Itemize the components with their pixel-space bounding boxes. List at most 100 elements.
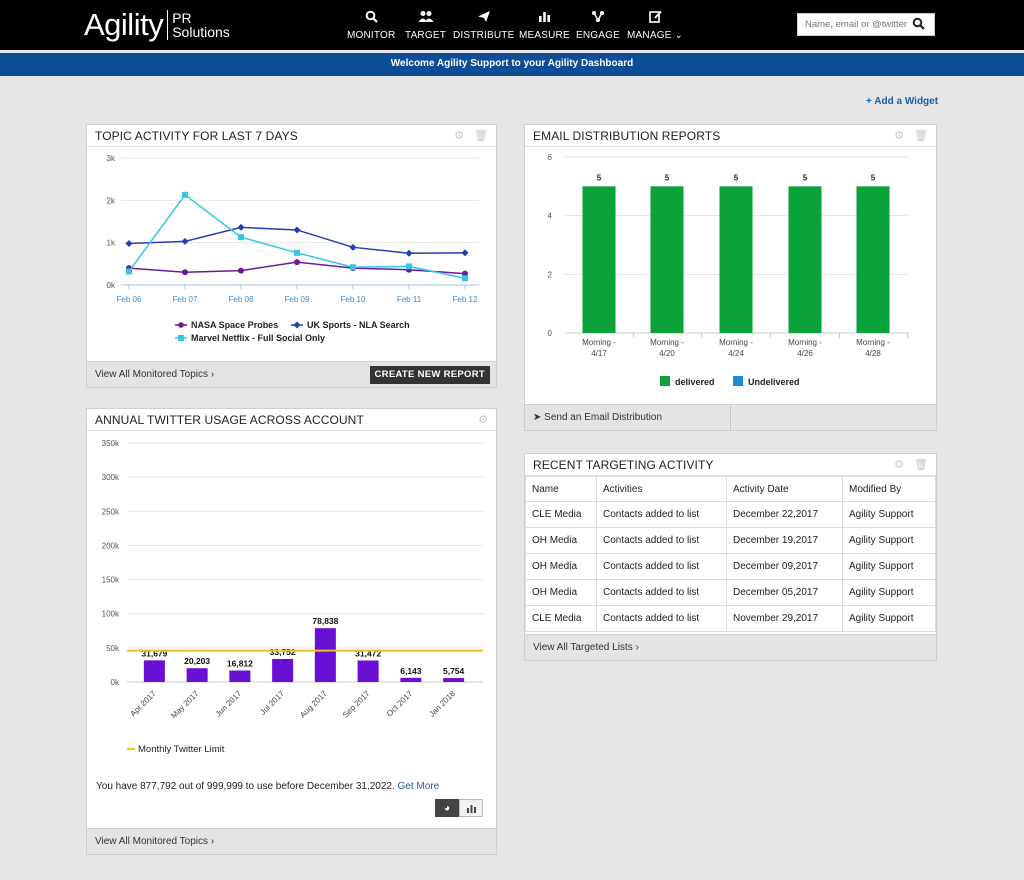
y-tick-label: 0	[548, 329, 553, 338]
cell-name: OH Media	[525, 553, 597, 580]
nav-measure[interactable]: MEASURE	[519, 10, 570, 41]
view-targeted-lists-link[interactable]: View All Targeted Lists ›	[533, 642, 639, 653]
nav-target[interactable]: TARGET	[405, 10, 446, 41]
x-tick-label: Morning -	[582, 338, 616, 347]
logo-sub-line-1: PR	[172, 10, 192, 26]
cell-activities: Contacts added to list	[596, 605, 727, 632]
x-tick-label: Feb 09	[285, 295, 310, 304]
x-tick-label: Feb 10	[341, 295, 366, 304]
trash-icon[interactable]: 🗑	[914, 130, 928, 142]
view-monitored-topics-link[interactable]: View All Monitored Topics ›	[95, 369, 215, 380]
column-header-activity-date[interactable]: Activity Date	[726, 476, 843, 502]
twitter-usage-title: ANNUAL TWITTER USAGE ACROSS ACCOUNT	[95, 412, 364, 427]
pie-chart-icon[interactable]: ◕	[435, 799, 459, 817]
cell-activities: Contacts added to list	[596, 501, 727, 528]
data-point	[294, 259, 300, 266]
panel-tools: ⚙ 🗑	[894, 458, 928, 471]
add-widget-label: Add a Widget	[874, 96, 939, 107]
column-header-modified-by[interactable]: Modified By	[842, 476, 936, 502]
plus-icon: +	[866, 96, 872, 107]
legend-label: Marvel Netflix - Full Social Only	[191, 333, 325, 343]
cell-activities: Contacts added to list	[596, 579, 727, 606]
column-header-activities[interactable]: Activities	[596, 476, 727, 502]
cell-activity-date: December 05,2017	[726, 579, 843, 606]
table-row[interactable]: OH Media Contacts added to list December…	[525, 553, 936, 580]
legend-marker	[178, 322, 184, 328]
gear-icon[interactable]: ⚙	[454, 130, 465, 142]
bar-delivered	[719, 186, 753, 333]
table-row[interactable]: OH Media Contacts added to list December…	[525, 527, 936, 554]
y-tick-label: 350k	[102, 439, 120, 448]
nav-distribute-label: DISTRIBUTE	[453, 30, 515, 41]
edit-icon	[648, 10, 662, 26]
cell-modified-by: Agility Support	[842, 501, 936, 528]
twitter-bar	[314, 628, 336, 682]
cell-activity-date: December 19,2017	[726, 527, 843, 554]
gear-icon[interactable]: ⚙	[894, 130, 905, 142]
recent-targeting-footer: View All Targeted Lists ›	[525, 634, 936, 660]
y-tick-label: 0k	[107, 281, 116, 290]
search-input[interactable]	[798, 14, 908, 35]
gear-icon[interactable]: ⚙	[894, 459, 905, 471]
cell-name: OH Media	[525, 579, 597, 606]
legend-label: NASA Space Probes	[191, 320, 278, 330]
y-tick-label: 2	[548, 270, 553, 279]
cell-activity-date: December 09,2017	[726, 553, 843, 580]
twitter-usage-chart: 0k 50k 100k 150k 200k 250k 300k 350k 31,679 Apr 2…	[102, 439, 483, 755]
agility-logo[interactable]: Agility PR Solutions	[84, 8, 230, 42]
search-icon[interactable]	[908, 17, 928, 33]
twitter-bar	[143, 660, 165, 682]
bar-delivered	[650, 186, 684, 333]
x-tick-label: Feb 07	[173, 295, 198, 304]
twitter-usage-panel: ANNUAL TWITTER USAGE ACROSS ACCOUNT ⚙ 0k…	[86, 408, 497, 855]
data-point	[238, 267, 244, 274]
cell-name: CLE Media	[525, 501, 597, 528]
data-point	[462, 275, 468, 282]
network-icon	[591, 10, 605, 26]
column-header-name[interactable]: Name	[525, 476, 597, 502]
x-tick-label: 4/26	[797, 349, 813, 358]
nav-monitor[interactable]: MONITOR	[347, 10, 395, 41]
legend-swatch-undelivered	[733, 376, 743, 386]
recent-targeting-title: RECENT TARGETING ACTIVITY	[533, 457, 714, 472]
data-label: 16,812	[227, 659, 253, 669]
get-more-link[interactable]: Get More	[397, 781, 440, 792]
table-row[interactable]: OH Media Contacts added to list December…	[525, 579, 936, 606]
panel-tools: ⚙ 🗑	[894, 129, 928, 142]
email-distribution-panel: EMAIL DISTRIBUTION REPORTS ⚙ 🗑 0 2 4 6 5 Morn…	[524, 124, 937, 431]
trash-icon[interactable]: 🗑	[474, 130, 488, 142]
create-new-report-button[interactable]: CREATE NEW REPORT	[369, 366, 490, 384]
data-label: 5	[734, 173, 739, 182]
data-label: 31,679	[141, 648, 167, 658]
nav-engage[interactable]: ENGAGE	[576, 10, 620, 41]
targeting-table: Name Activities Activity Date Modified B…	[525, 476, 936, 632]
email-distribution-footer: ➤ Send an Email Distribution	[525, 404, 936, 431]
table-row[interactable]: CLE Media Contacts added to list Decembe…	[525, 501, 936, 528]
table-row[interactable]: CLE Media Contacts added to list Novembe…	[525, 605, 936, 632]
legend-label: UK Sports - NLA Search	[307, 320, 410, 330]
y-tick-label: 300k	[102, 473, 120, 482]
data-point	[294, 249, 300, 256]
topic-activity-header: TOPIC ACTIVITY FOR LAST 7 DAYS ⚙ 🗑	[87, 125, 496, 147]
nav-manage-label: MANAGE ⌄	[627, 30, 684, 41]
logo-divider	[167, 10, 169, 40]
bar-chart-icon[interactable]	[459, 799, 483, 817]
data-point	[293, 226, 301, 234]
trash-icon[interactable]: 🗑	[914, 459, 928, 471]
view-monitored-topics-link[interactable]: View All Monitored Topics ›	[95, 836, 215, 847]
legend-label: Undelivered	[748, 377, 800, 387]
add-widget-link[interactable]: + Add a Widget	[866, 96, 938, 107]
x-tick-label: Jun 2017	[214, 689, 244, 719]
send-email-distribution-link[interactable]: ➤ Send an Email Distribution	[533, 412, 663, 423]
y-tick-label: 50k	[106, 644, 120, 653]
nav-distribute[interactable]: DISTRIBUTE	[453, 10, 514, 41]
y-tick-label: 0k	[111, 678, 120, 687]
x-tick-label: Feb 11	[397, 295, 422, 304]
data-label: 33,752	[270, 647, 296, 657]
nav-manage[interactable]: MANAGE ⌄	[627, 10, 683, 41]
y-tick-label: 6	[548, 153, 553, 162]
data-point	[405, 249, 413, 257]
panel-tools: ⚙	[478, 413, 488, 426]
gear-icon[interactable]: ⚙	[478, 414, 488, 426]
y-tick-label: 100k	[102, 610, 120, 619]
